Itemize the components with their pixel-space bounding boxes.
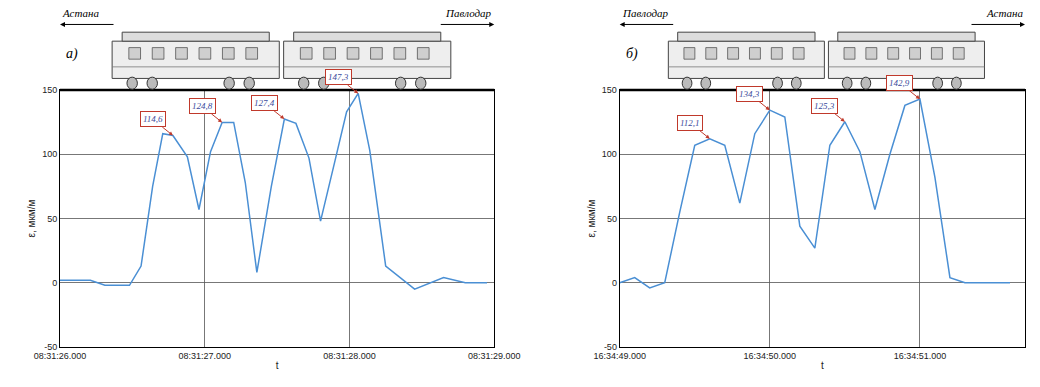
svg-text:125,3: 125,3 (814, 101, 835, 111)
svg-text:0: 0 (52, 278, 57, 288)
svg-text:а): а) (66, 46, 78, 62)
svg-text:147,3: 147,3 (328, 72, 349, 82)
svg-text:16:34:50.000: 16:34:50.000 (744, 351, 797, 361)
svg-text:-50: -50 (44, 342, 57, 352)
svg-text:127,4: 127,4 (254, 98, 275, 108)
svg-text:142,9: 142,9 (889, 78, 910, 88)
svg-text:Астана: Астана (986, 7, 1023, 19)
svg-text:112,1: 112,1 (680, 118, 700, 128)
svg-text:50: 50 (47, 214, 57, 224)
svg-text:t: t (821, 360, 824, 371)
svg-text:0: 0 (612, 278, 617, 288)
svg-text:Павлодар: Павлодар (445, 7, 492, 19)
svg-text:-50: -50 (604, 342, 617, 352)
svg-text:08:31:28.000: 08:31:28.000 (323, 351, 376, 361)
svg-text:150: 150 (42, 85, 57, 95)
svg-text:08:31:27.000: 08:31:27.000 (178, 351, 231, 361)
svg-text:124,8: 124,8 (192, 101, 213, 111)
svg-text:16:34:49.000: 16:34:49.000 (593, 351, 646, 361)
svg-text:150: 150 (602, 85, 617, 95)
svg-text:ε, мкм/м: ε, мкм/м (26, 199, 37, 237)
svg-text:08:31:29.000: 08:31:29.000 (468, 351, 521, 361)
svg-text:Павлодар: Павлодар (622, 7, 669, 19)
svg-text:Астана: Астана (62, 7, 99, 19)
svg-text:б): б) (626, 46, 638, 62)
svg-text:16:34:51.000: 16:34:51.000 (894, 351, 947, 361)
svg-text:50: 50 (607, 214, 617, 224)
svg-text:114,6: 114,6 (143, 114, 163, 124)
svg-text:134,3: 134,3 (739, 89, 760, 99)
svg-text:100: 100 (602, 149, 617, 159)
svg-text:08:31:26.000: 08:31:26.000 (34, 351, 87, 361)
svg-text:100: 100 (42, 149, 57, 159)
svg-text:ε, мкм/м: ε, мкм/м (586, 199, 597, 237)
svg-text:t: t (276, 360, 279, 371)
